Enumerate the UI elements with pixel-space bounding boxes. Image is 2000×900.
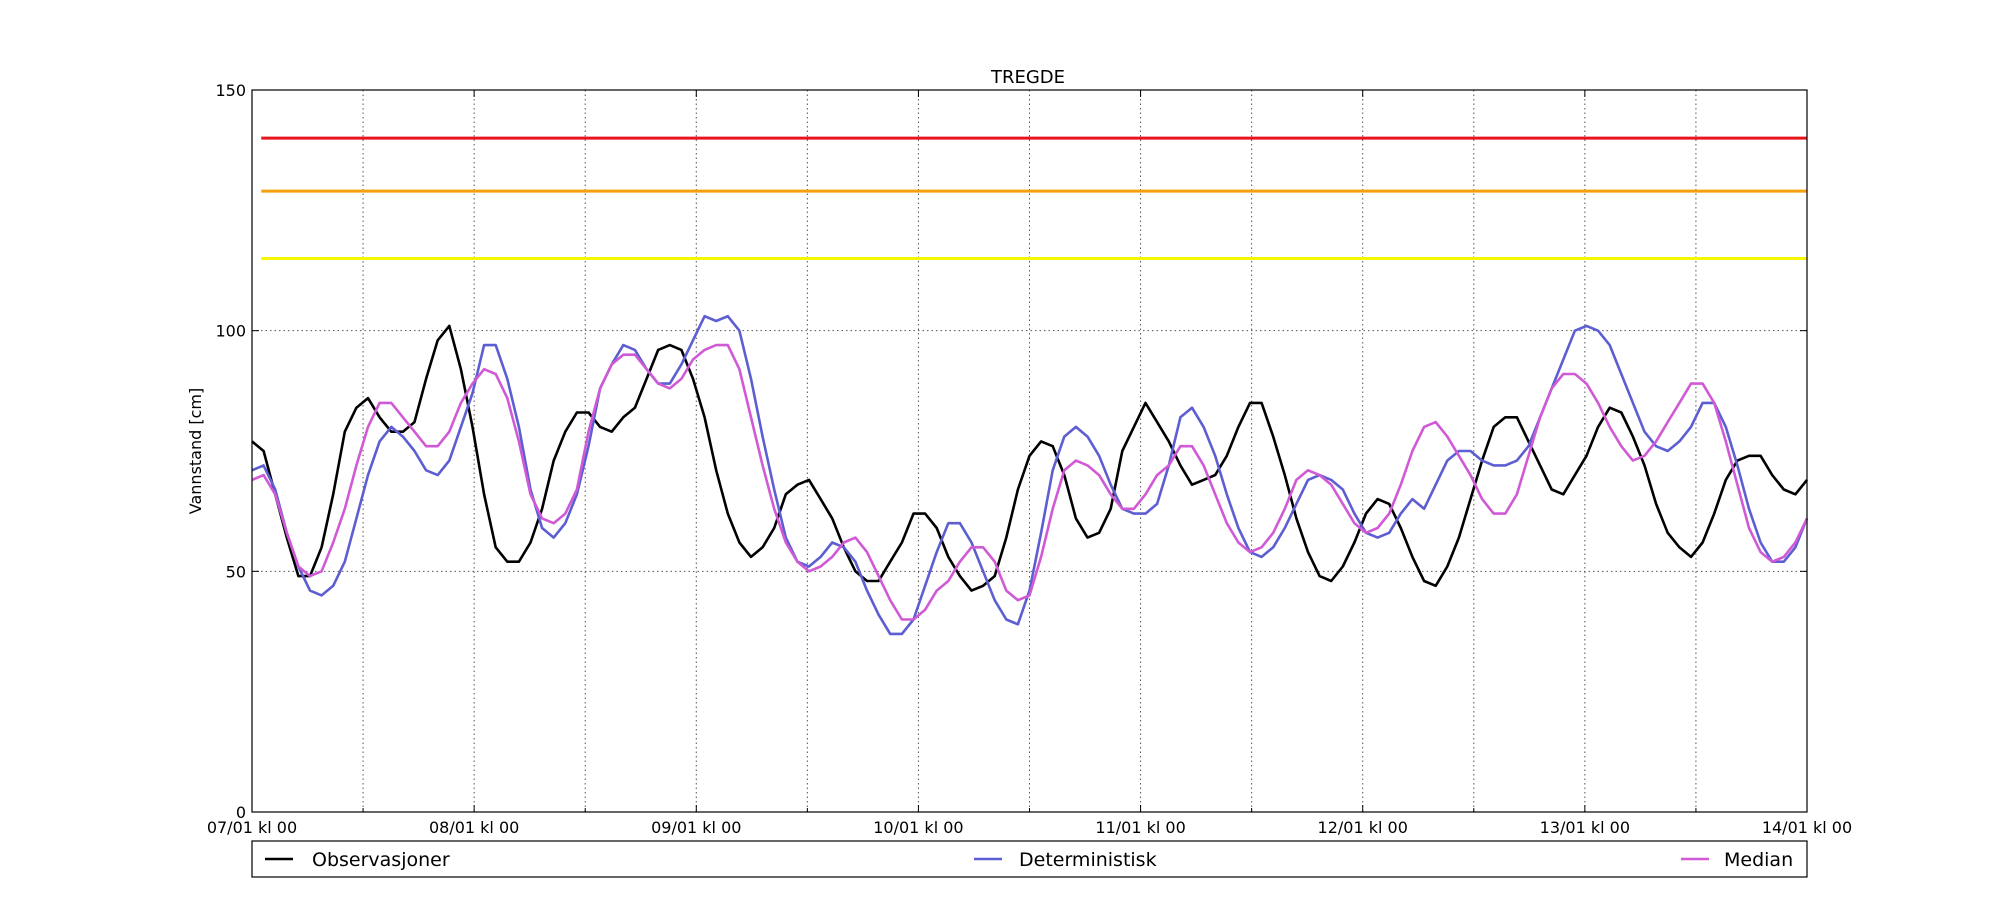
legend-label: Observasjoner xyxy=(312,849,450,871)
y-tick-label: 150 xyxy=(215,81,246,100)
y-tick-label: 0 xyxy=(236,803,246,822)
y-tick-label: 50 xyxy=(226,562,246,581)
y-tick-label: 100 xyxy=(215,322,246,341)
series-line xyxy=(251,324,1809,592)
chart-title: TREGDE xyxy=(990,67,1065,88)
x-tick-label: 14/01 kl 00 xyxy=(1762,818,1852,837)
y-axis-ticks: 0 50 100 150 xyxy=(215,81,1807,822)
x-tick-label: 11/01 kl 00 xyxy=(1095,818,1185,837)
legend-label: Median xyxy=(1724,849,1793,871)
legend-box xyxy=(251,840,1808,878)
x-tick-label: 13/01 kl 00 xyxy=(1540,818,1630,837)
y-axis-label: Vannstand [cm] xyxy=(186,388,205,514)
series-lines xyxy=(251,314,1809,636)
series-line xyxy=(251,343,1809,621)
threshold-lines xyxy=(261,136,1807,260)
x-tick-label: 09/01 kl 00 xyxy=(651,818,741,837)
x-tick-label: 08/01 kl 00 xyxy=(429,818,519,837)
x-axis-ticks: 07/01 kl 00 08/01 kl 00 09/01 kl 00 10/01 k… xyxy=(207,90,1852,837)
x-tick-label: 07/01 kl 00 xyxy=(207,818,297,837)
legend-label: Deterministisk xyxy=(1019,849,1157,871)
x-tick-label: 10/01 kl 00 xyxy=(873,818,963,837)
grid xyxy=(252,90,1807,812)
x-tick-label: 12/01 kl 00 xyxy=(1318,818,1408,837)
legend: Observasjoner Deterministisk Median xyxy=(251,840,1808,878)
